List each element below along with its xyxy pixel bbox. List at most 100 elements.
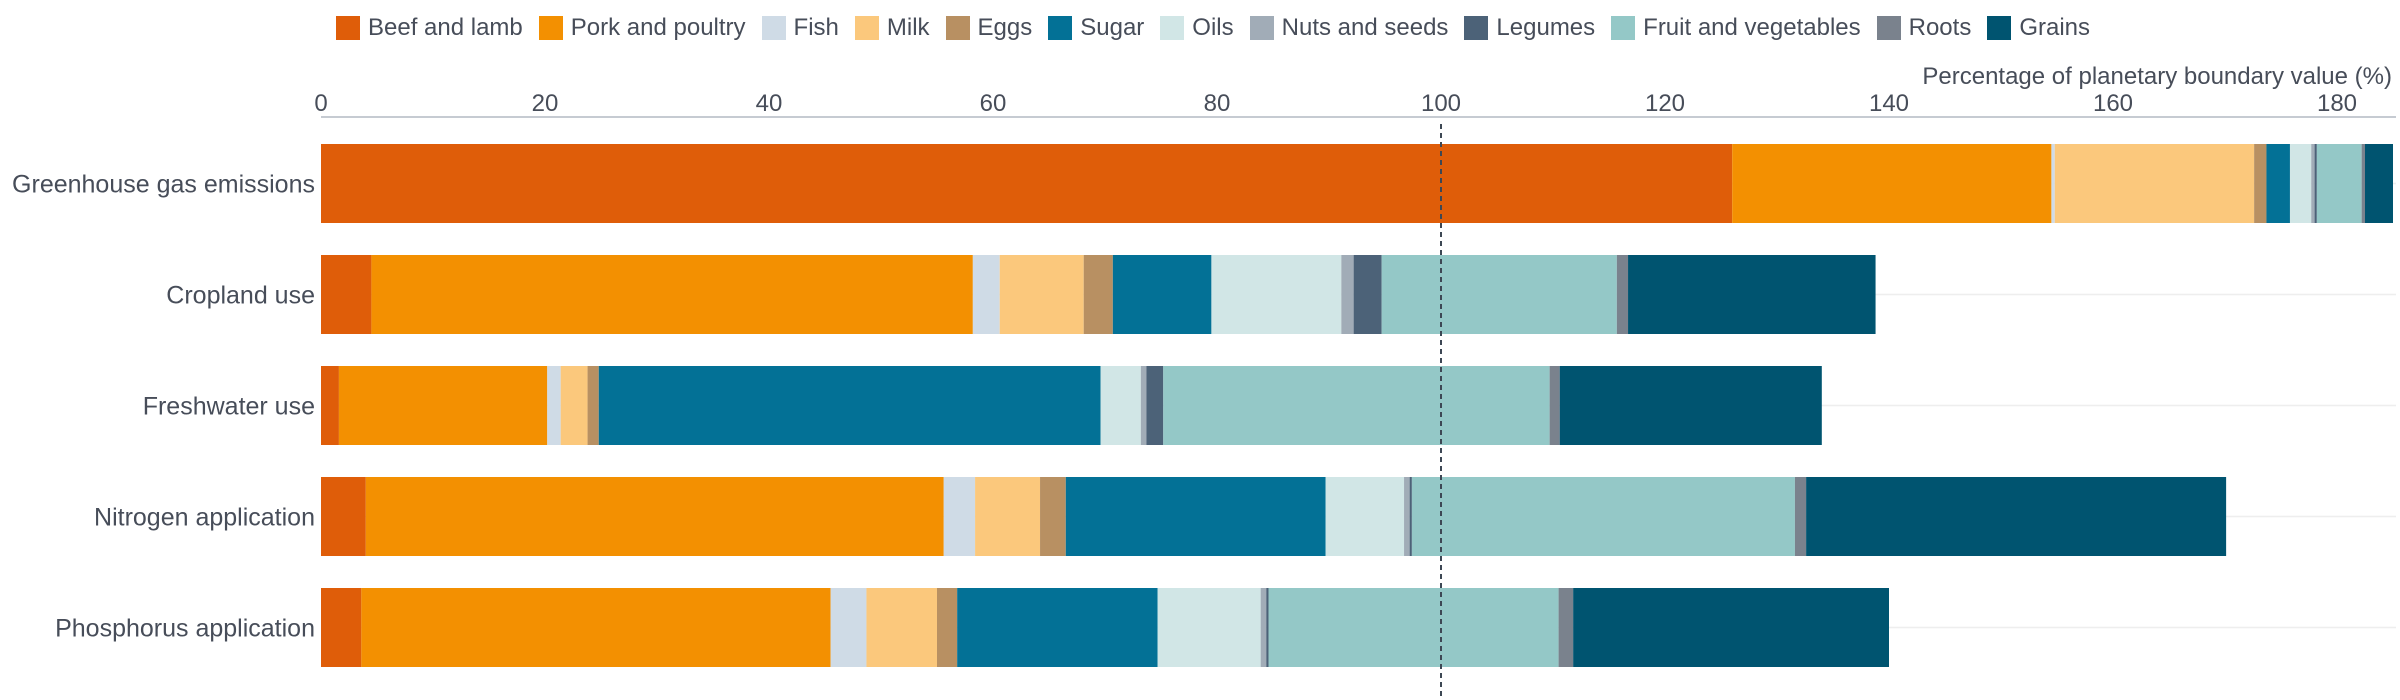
legend-item-beef-and-lamb: Beef and lamb (336, 14, 523, 42)
legend-item-nuts-and-seeds: Nuts and seeds (1249, 14, 1449, 42)
bar-segment-cropland-use-legumes (1353, 255, 1382, 334)
y-axis-labels: Greenhouse gas emissions Cropland use Fres… (12, 171, 315, 643)
x-tick-label: 80 (1204, 90, 1231, 117)
x-tick-label: 120 (1645, 90, 1685, 117)
bar-segment-nitrogen-application-roots (1794, 477, 1807, 556)
bar-segment-freshwater-use-fish (547, 366, 561, 445)
bar-segment-cropland-use-fruit-and-vegetables (1381, 255, 1617, 334)
x-tick-label: 60 (980, 90, 1007, 117)
legend-label: Sugar (1080, 14, 1145, 41)
bar-segment-nitrogen-application-sugar (1065, 477, 1326, 556)
category-label-cropland-use: Cropland use (166, 282, 315, 310)
legend-label: Nuts and seeds (1281, 14, 1449, 41)
bar-segment-nitrogen-application-legumes (1409, 477, 1412, 556)
legend-item-legumes: Legumes (1464, 14, 1595, 42)
legend-item-milk: Milk (854, 14, 930, 42)
x-tick-label: 100 (1421, 90, 1461, 117)
bar-segment-nitrogen-application-pork-and-poultry (365, 477, 944, 556)
bar-segment-freshwater-use-nuts-and-seeds (1140, 366, 1147, 445)
legend-swatch (854, 16, 879, 40)
chart-legend: Beef and lamb Pork and poultry Fish Milk Egg… (336, 10, 2090, 46)
bars (321, 144, 2393, 667)
category-label-phosphorus-application: Phosphorus application (55, 615, 315, 643)
bar-segment-cropland-use-grains (1628, 255, 1876, 334)
bar-segment-phosphorus-application-milk (866, 588, 937, 667)
bar-segment-greenhouse-gas-emissions-pork-and-poultry (1732, 144, 2052, 223)
bar-segment-nitrogen-application-oils (1325, 477, 1405, 556)
bar-segment-greenhouse-gas-emissions-sugar (2266, 144, 2290, 223)
legend-item-sugar: Sugar (1048, 14, 1144, 42)
bar-segment-cropland-use-eggs (1083, 255, 1113, 334)
category-label-greenhouse-gas-emissions: Greenhouse gas emissions (12, 171, 315, 199)
bar-segment-freshwater-use-milk (560, 366, 588, 445)
x-tick-label: 20 (532, 90, 559, 117)
x-tick-label: 0 (314, 90, 327, 117)
x-tick-label: 180 (2317, 90, 2357, 117)
bar-segment-phosphorus-application-fish (830, 588, 867, 667)
legend-swatch (1048, 16, 1073, 40)
bar-segment-cropland-use-roots (1616, 255, 1629, 334)
bar-segment-cropland-use-beef-and-lamb (321, 255, 372, 334)
legend-swatch (1876, 16, 1901, 40)
bar-segment-phosphorus-application-roots (1558, 588, 1574, 667)
legend-label: Fish (793, 14, 839, 41)
bar-segment-cropland-use-oils (1211, 255, 1342, 334)
bar-segment-greenhouse-gas-emissions-beef-and-lamb (321, 144, 1733, 223)
bar-segment-cropland-use-milk (999, 255, 1084, 334)
legend-item-oils: Oils (1160, 14, 1234, 42)
bar-segment-freshwater-use-legumes (1146, 366, 1164, 445)
category-label-nitrogen-application: Nitrogen application (94, 504, 315, 532)
legend-item-fish: Fish (761, 14, 839, 42)
legend-label: Beef and lamb (368, 14, 523, 41)
bar-segment-cropland-use-sugar (1112, 255, 1212, 334)
category-label-freshwater-use: Freshwater use (143, 393, 315, 421)
bar-segment-freshwater-use-eggs (587, 366, 599, 445)
bar-segment-cropland-use-fish (972, 255, 1000, 334)
legend-label: Milk (886, 14, 930, 41)
bar-segment-greenhouse-gas-emissions-oils (2289, 144, 2312, 223)
bar-segment-phosphorus-application-legumes (1266, 588, 1269, 667)
bar-segment-greenhouse-gas-emissions-grains (2365, 144, 2393, 223)
legend-label: Eggs (977, 14, 1033, 41)
legend-label: Fruit and vegetables (1643, 14, 1861, 41)
legend-item-fruit-and-vegetables: Fruit and vegetables (1611, 14, 1861, 42)
bar-segment-greenhouse-gas-emissions-legumes (2314, 144, 2317, 223)
bar-segment-freshwater-use-sugar (598, 366, 1101, 445)
bar-segment-phosphorus-application-beef-and-lamb (321, 588, 362, 667)
bar-segment-nitrogen-application-fruit-and-vegetables (1411, 477, 1795, 556)
bar-segment-nitrogen-application-nuts-and-seeds (1404, 477, 1410, 556)
bar-segment-phosphorus-application-oils (1157, 588, 1261, 667)
bar-segment-greenhouse-gas-emissions-nuts-and-seeds (2311, 144, 2315, 223)
bar-segment-greenhouse-gas-emissions-milk (2054, 144, 2255, 223)
legend-swatch (1611, 16, 1636, 40)
bar-segment-cropland-use-nuts-and-seeds (1341, 255, 1354, 334)
bar-segment-nitrogen-application-eggs (1040, 477, 1066, 556)
legend-label: Pork and poultry (570, 14, 746, 41)
bar-segment-nitrogen-application-beef-and-lamb (321, 477, 366, 556)
legend-item-eggs: Eggs (945, 14, 1033, 42)
legend-label: Oils (1192, 14, 1234, 41)
legend-label: Roots (1908, 14, 1972, 41)
bar-segment-cropland-use-pork-and-poultry (371, 255, 973, 334)
legend-swatch (1160, 16, 1185, 40)
bar-segment-freshwater-use-oils (1100, 366, 1141, 445)
bar-segment-nitrogen-application-grains (1806, 477, 2227, 556)
legend-swatch (1249, 16, 1274, 40)
bar-segment-phosphorus-application-fruit-and-vegetables (1268, 588, 1559, 667)
bar-segment-freshwater-use-roots (1549, 366, 1560, 445)
x-tick-label: 160 (2093, 90, 2133, 117)
legend-label: Grains (2019, 14, 2091, 41)
legend-swatch (945, 16, 970, 40)
bar-segment-freshwater-use-fruit-and-vegetables (1163, 366, 1550, 445)
legend-swatch (1464, 16, 1489, 40)
bar-segment-nitrogen-application-fish (943, 477, 976, 556)
bar-segment-greenhouse-gas-emissions-eggs (2254, 144, 2267, 223)
x-tick-label: 140 (1869, 90, 1909, 117)
bar-segment-greenhouse-gas-emissions-fruit-and-vegetables (2316, 144, 2362, 223)
bar-segment-phosphorus-application-nuts-and-seeds (1260, 588, 1267, 667)
x-axis-ticks: 0 20 40 60 80 100 120 140 160 180 (314, 90, 2357, 117)
legend-label: Legumes (1496, 14, 1596, 41)
bar-segment-greenhouse-gas-emissions-fish (2051, 144, 2055, 223)
x-tick-label: 40 (756, 90, 783, 117)
